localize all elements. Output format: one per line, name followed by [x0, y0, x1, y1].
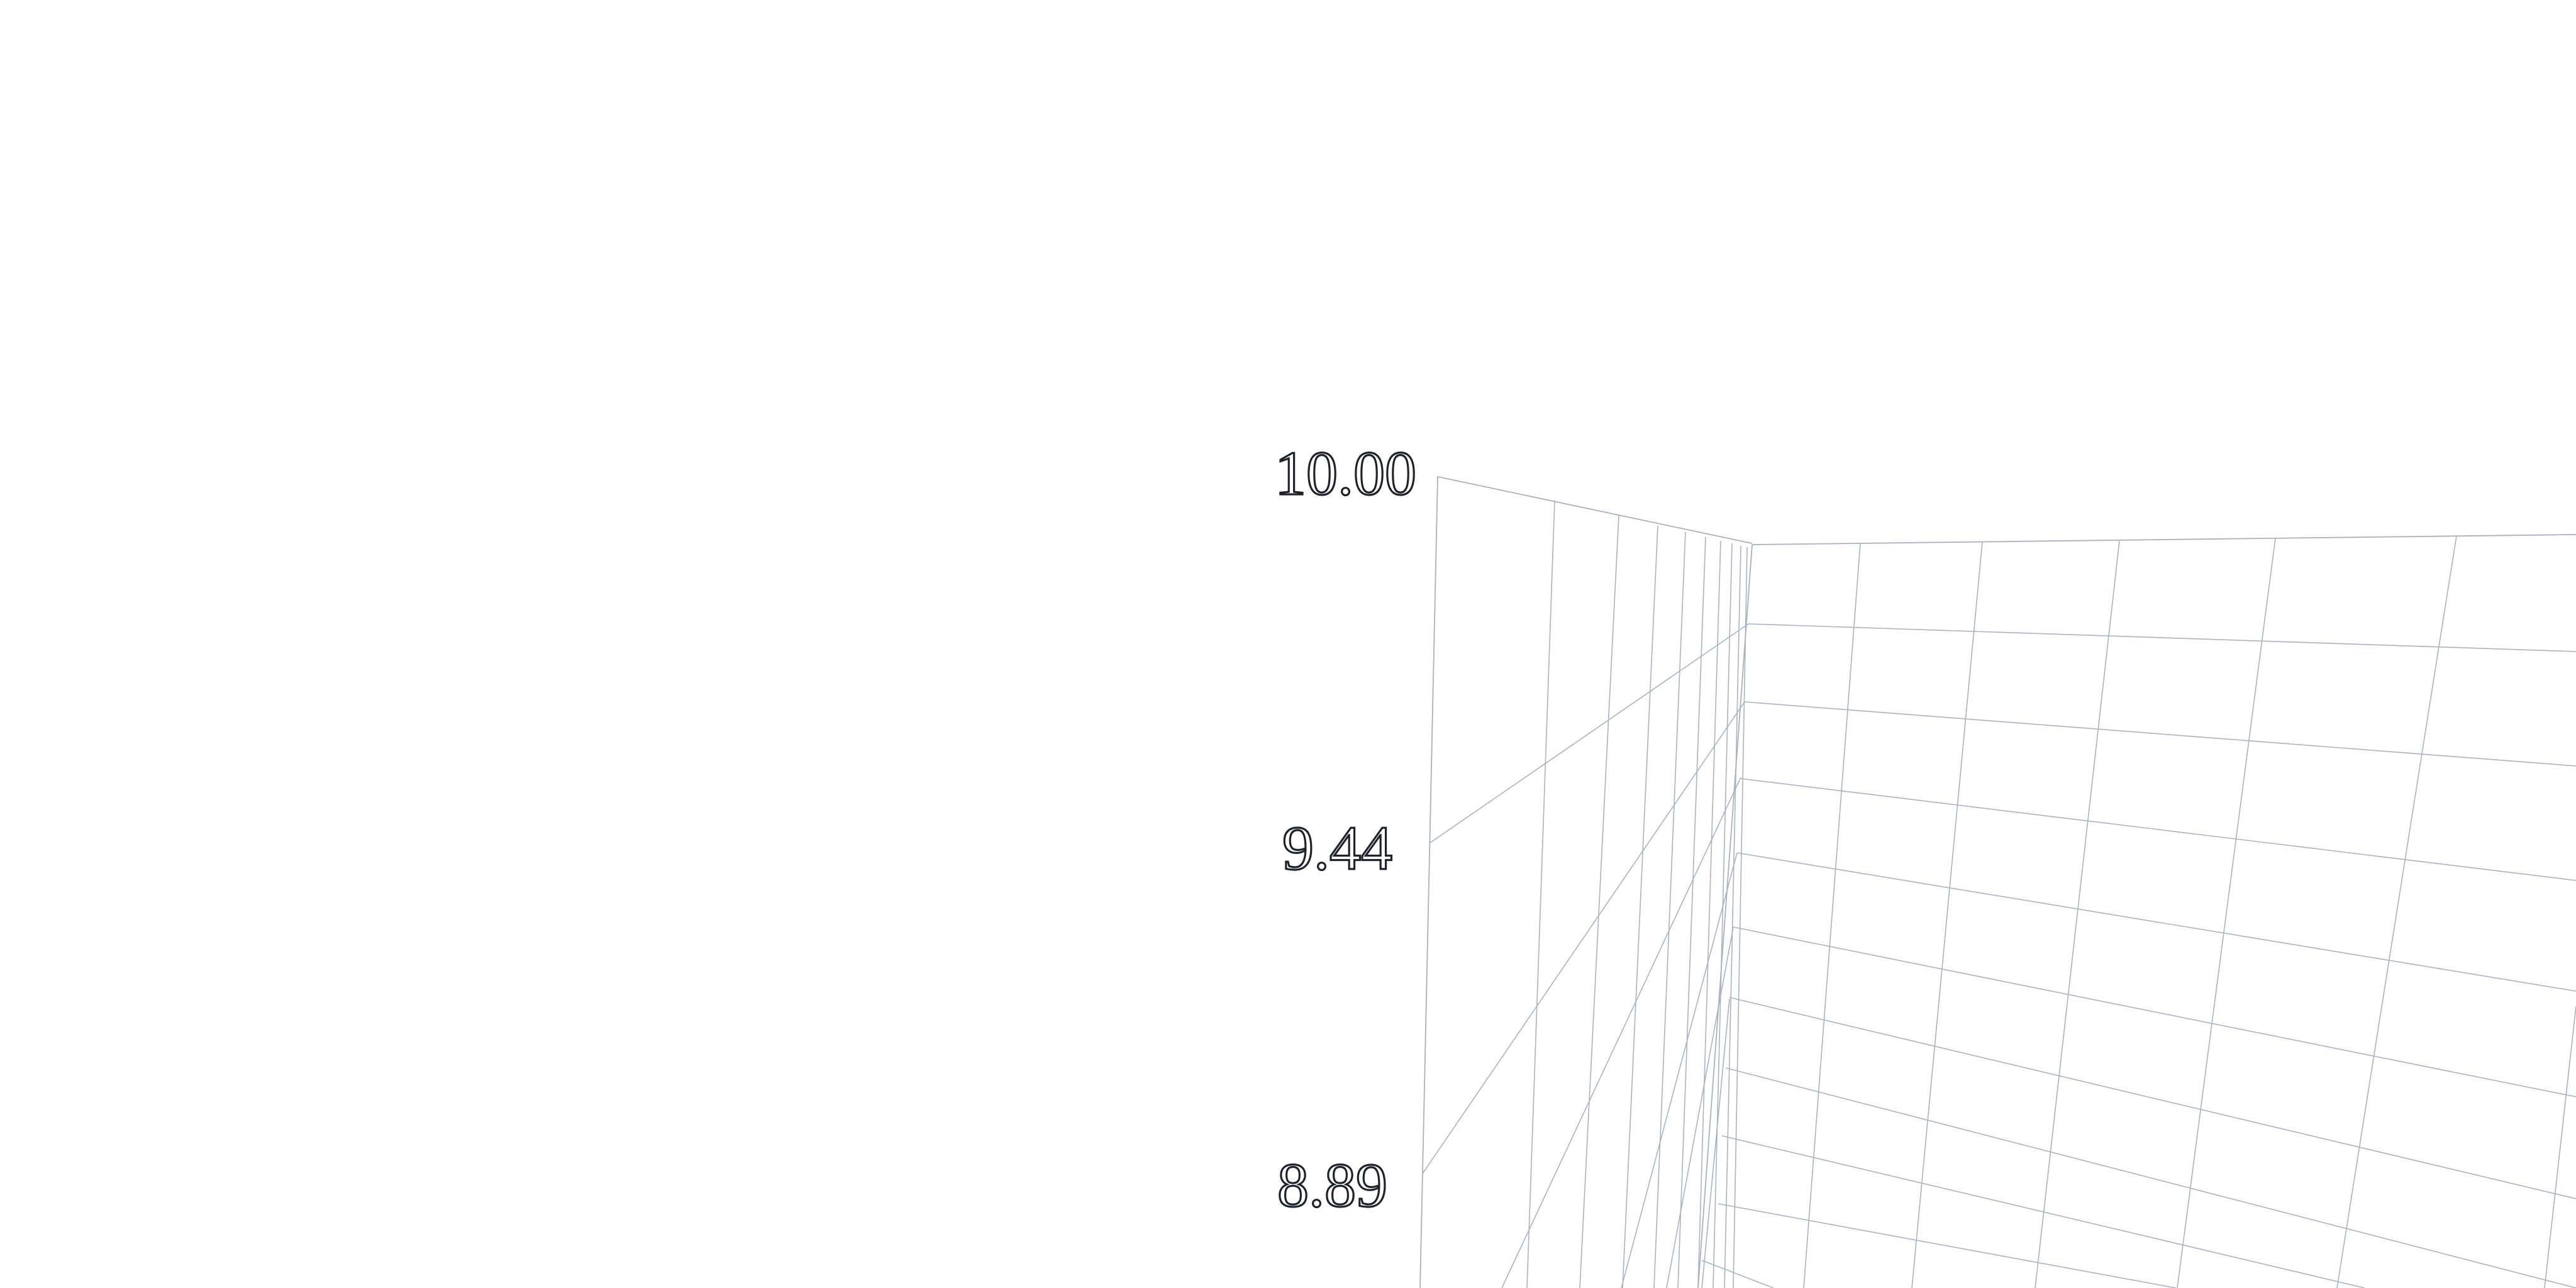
grid-line	[1733, 547, 1748, 1288]
z-tick-label: 9.44	[1282, 813, 1392, 883]
grid-line	[2544, 1006, 2576, 1288]
grid-line	[1653, 531, 1686, 1288]
grid-line	[1666, 926, 1734, 1288]
grid-line	[2177, 538, 2276, 1288]
grid-line	[1437, 476, 1753, 544]
grid-line	[1713, 543, 1733, 1288]
grid-wireframe	[1419, 476, 2576, 1288]
grid-line	[1740, 778, 2576, 881]
grid-line	[1422, 701, 1745, 1174]
grid-line	[1729, 997, 2576, 1199]
grid-line	[1501, 777, 1741, 1288]
grid-line	[1701, 1260, 1774, 1288]
z-axis-tick-labels: 10.00 9.44 8.89	[1274, 437, 1417, 1221]
grid-line	[1733, 926, 2576, 1097]
grid-line	[1526, 500, 1555, 1288]
grid-line	[1697, 540, 1721, 1288]
grid-line	[1724, 545, 1741, 1288]
grid-line	[1419, 476, 1438, 1288]
grid-line	[1748, 623, 2576, 652]
grid-line	[1803, 543, 1861, 1288]
grid-line	[1579, 515, 1619, 1288]
grid-line	[1622, 525, 1658, 1288]
z-tick-label: 10.00	[1275, 438, 1416, 508]
grid-line	[2336, 535, 2457, 1288]
grid-line	[1701, 998, 1730, 1288]
grid-line	[1736, 852, 2576, 992]
grid-line	[1697, 544, 1753, 1288]
grid-line	[1725, 1067, 2576, 1288]
z-tick-label: 8.89	[1277, 1150, 1387, 1220]
grid-line	[1718, 1203, 2177, 1288]
grid-line	[1621, 852, 1738, 1288]
grid-line	[1911, 541, 1983, 1288]
grid-line	[1430, 623, 1749, 843]
grid-line	[1744, 701, 2576, 767]
grid-line	[2035, 540, 2120, 1288]
grid-line	[1752, 534, 2576, 545]
grid-line	[1677, 536, 1706, 1288]
